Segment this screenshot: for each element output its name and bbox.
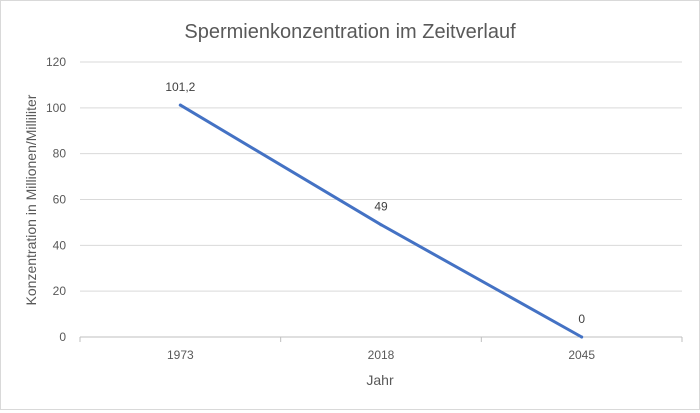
- y-tick-label: 40: [53, 238, 67, 252]
- data-label: 101,2: [165, 80, 195, 94]
- data-label: 49: [374, 200, 388, 214]
- x-tick-label: 2045: [568, 348, 595, 362]
- chart-title: Spermienkonzentration im Zeitverlauf: [184, 21, 516, 43]
- y-tick-label: 100: [46, 101, 66, 115]
- x-axis-title: Jahr: [366, 372, 394, 388]
- series-layer: [178, 103, 584, 339]
- data-labels: 101,2 49 0: [165, 80, 585, 326]
- x-tick-label: 2018: [368, 348, 395, 362]
- x-tick-label: 1973: [167, 348, 194, 362]
- data-point: [379, 223, 383, 227]
- data-point: [580, 335, 584, 339]
- y-tick-label: 80: [53, 147, 67, 161]
- data-label: 0: [578, 312, 585, 326]
- y-axis-title: Konzentration in Millionen/Milliliter: [23, 94, 39, 305]
- y-tick-label: 60: [53, 193, 67, 207]
- y-tick-label: 120: [46, 55, 66, 69]
- y-tick-label: 20: [53, 284, 67, 298]
- y-axis-ticks: 0 20 40 60 80 100 120: [46, 55, 66, 344]
- data-point: [178, 103, 182, 107]
- x-axis-ticks: 1973 2018 2045: [167, 348, 595, 362]
- y-tick-label: 0: [59, 330, 66, 344]
